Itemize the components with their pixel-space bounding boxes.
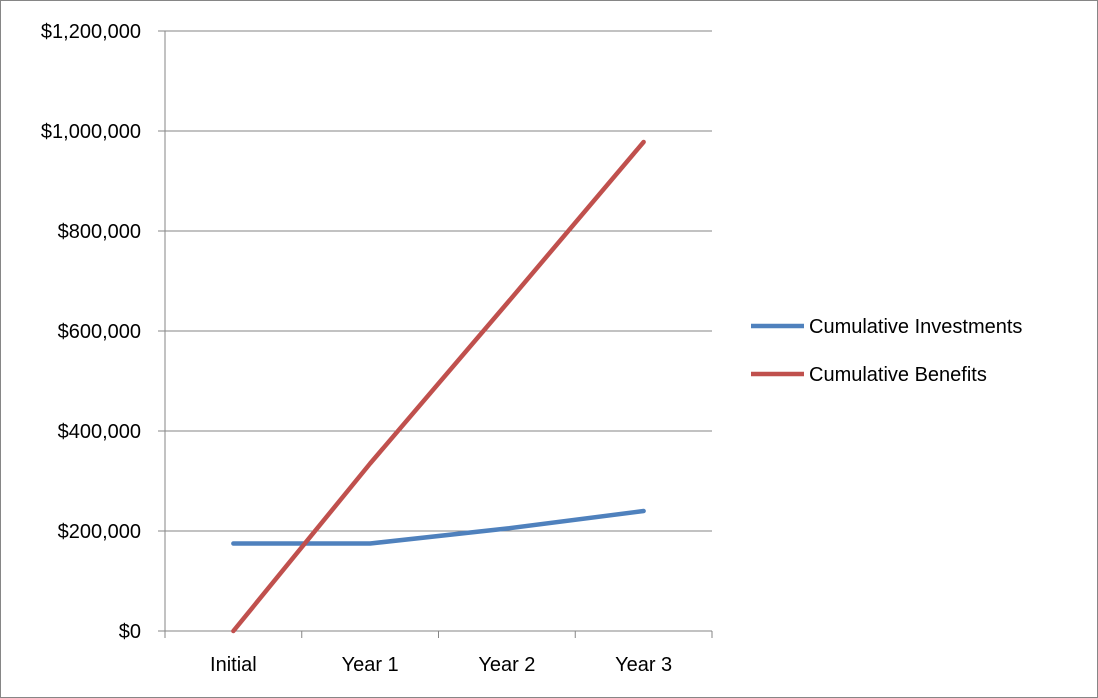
y-tick-label: $400,000 [58,421,141,443]
y-tick-label: $600,000 [58,321,141,343]
series-line-investments [231,508,646,546]
y-tick-label: $800,000 [58,221,141,243]
y-tick-label: $1,000,000 [41,121,141,143]
y-tick-label: $200,000 [58,521,141,543]
x-tick-label: Year 3 [615,654,672,676]
y-tick-label: $0 [119,621,141,643]
legend-label: Cumulative Benefits [809,364,987,386]
y-tick-label: $1,200,000 [41,21,141,43]
x-tick-label: Year 1 [342,654,399,676]
x-tick-label: Year 2 [478,654,535,676]
legend-label: Cumulative Investments [809,316,1022,338]
series-line-benefits [231,139,646,634]
x-tick-label: Initial [210,654,257,676]
